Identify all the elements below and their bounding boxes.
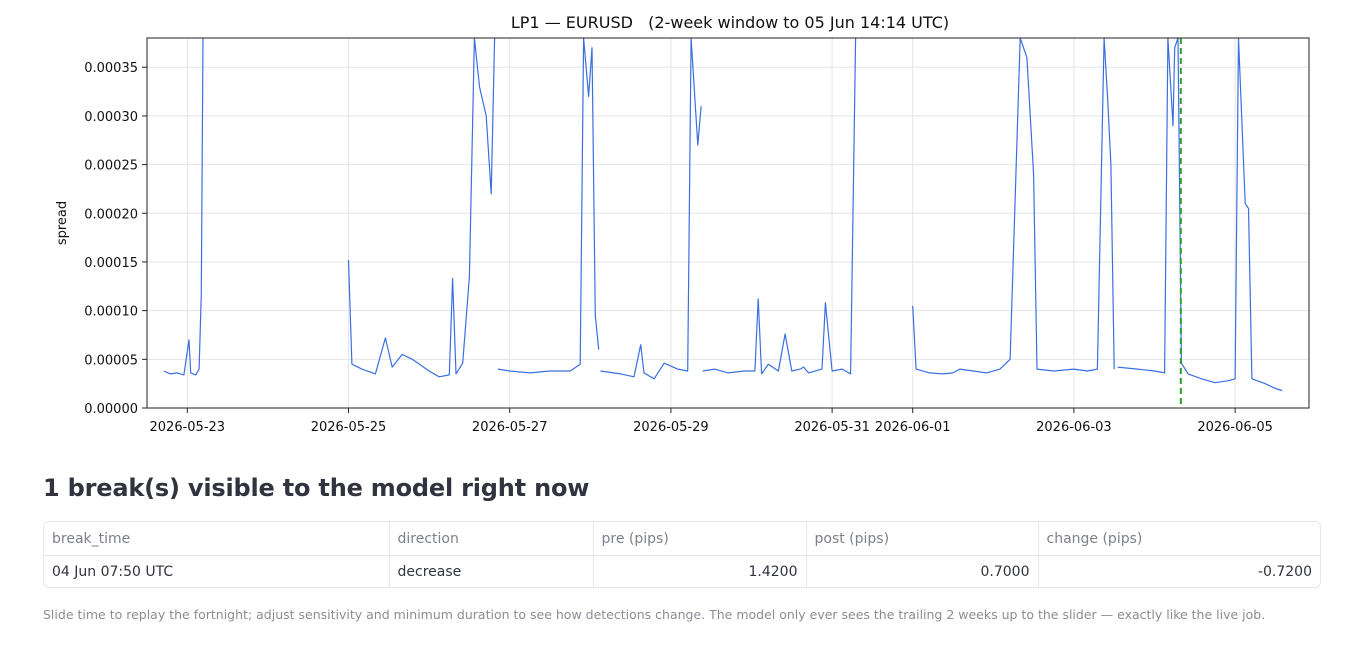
x-tick-label: 2026-05-31 — [794, 420, 870, 435]
breaks-table-container: break_time direction pre (pips) post (pi… — [43, 521, 1321, 588]
x-tick-labels: 2026-05-23 2026-05-25 2026-05-27 2026-05-29… — [150, 408, 1273, 435]
grid-lines — [147, 38, 1309, 409]
spread-chart: LP1 — EURUSD (2-week window to 05 Jun 14… — [55, 13, 1310, 435]
x-tick-label: 2026-06-01 — [875, 420, 951, 435]
x-tick-label: 2026-06-05 — [1197, 420, 1273, 435]
spread-line-segment — [1117, 37, 1283, 392]
table-header-row: break_time direction pre (pips) post (pi… — [44, 522, 1320, 556]
breaks-table: break_time direction pre (pips) post (pi… — [44, 522, 1320, 587]
y-tick-label: 0.00015 — [84, 256, 138, 271]
y-tick-label: 0.00005 — [84, 353, 138, 368]
x-tick-label: 2026-05-27 — [472, 420, 548, 435]
y-tick-label: 0.00025 — [84, 159, 138, 174]
spread-line-segment — [163, 37, 204, 376]
x-tick-label: 2026-05-25 — [311, 420, 387, 435]
spread-line-segment — [347, 37, 496, 378]
y-tick-label: 0.00010 — [84, 305, 138, 320]
cell-break-time[interactable]: 04 Jun 07:50 UTC — [44, 555, 390, 587]
spread-line-segment — [600, 37, 702, 380]
help-caption: Slide time to replay the fortnight; adju… — [43, 607, 1266, 622]
spread-series — [163, 37, 1283, 392]
spread-line-segment — [497, 37, 600, 374]
y-tick-label: 0.00035 — [84, 61, 138, 76]
column-header-change-pips[interactable]: change (pips) — [1038, 522, 1320, 556]
column-header-break-time[interactable]: break_time — [44, 522, 390, 556]
y-tick-labels: 0.00000 0.00005 0.00010 0.00015 0.00020 0.000… — [84, 61, 147, 417]
cell-post-pips[interactable]: 0.7000 — [806, 555, 1039, 587]
x-tick-label: 2026-06-03 — [1036, 420, 1112, 435]
breaks-heading: 1 break(s) visible to the model right no… — [43, 474, 590, 502]
y-tick-label: 0.00020 — [84, 207, 138, 222]
cell-pre-pips[interactable]: 1.4200 — [593, 555, 807, 587]
column-header-post-pips[interactable]: post (pips) — [806, 522, 1039, 556]
plot-frame — [146, 37, 1310, 409]
x-tick-label: 2026-05-23 — [150, 420, 226, 435]
x-tick-label: 2026-05-29 — [633, 420, 709, 435]
cell-direction[interactable]: decrease — [389, 555, 594, 587]
y-tick-label: 0.00000 — [84, 402, 138, 417]
spread-line-segment — [702, 37, 857, 375]
chart-title: LP1 — EURUSD (2-week window to 05 Jun 14… — [511, 13, 949, 32]
cell-change-pips[interactable]: -0.7200 — [1257, 563, 1312, 580]
spread-chart-svg: LP1 — EURUSD (2-week window to 05 Jun 14… — [55, 13, 1310, 435]
y-axis-label: spread — [55, 201, 70, 245]
column-header-direction[interactable]: direction — [389, 522, 594, 556]
y-tick-label: 0.00030 — [84, 110, 138, 125]
spread-line-segment — [912, 37, 1115, 375]
table-row: 04 Jun 07:50 UTC decrease 1.4200 0.7000 … — [44, 555, 1320, 587]
column-header-pre-pips[interactable]: pre (pips) — [593, 522, 807, 556]
